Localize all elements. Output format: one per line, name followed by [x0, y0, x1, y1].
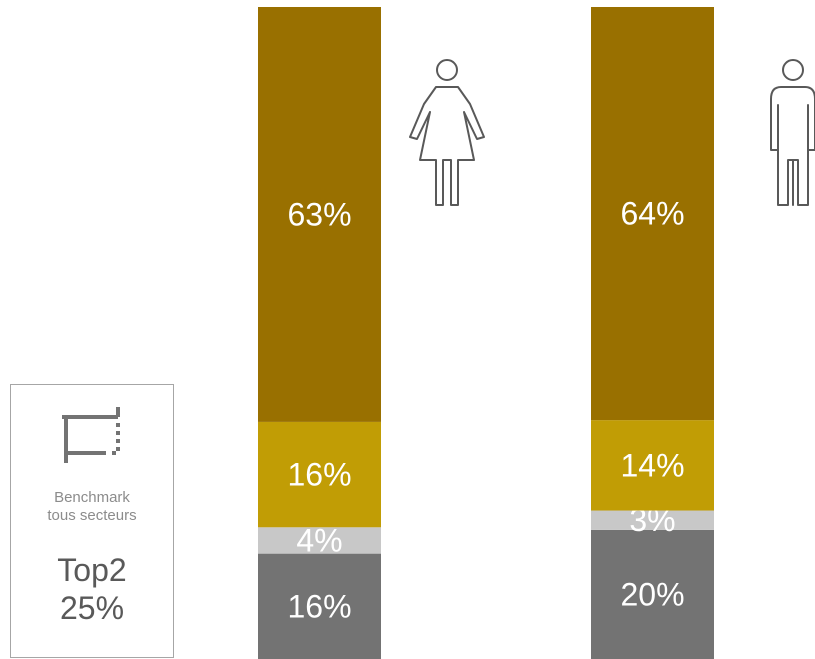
bar-segment-1-4: [258, 7, 381, 422]
male-icon: [770, 59, 815, 206]
bars-layer: 16%4%16%63%20%3%14%64%: [258, 7, 714, 659]
bar-segment-1-1: [258, 553, 381, 659]
bar-segment-2-2: [591, 510, 714, 530]
benchmark-label-line1: Benchmark: [54, 489, 130, 506]
data-label-2-1: 20%: [620, 576, 684, 612]
bar-segment-1-2: [258, 527, 381, 554]
benchmark-value-line2: 25%: [59, 590, 125, 626]
bar-segment-2-4: [591, 7, 714, 421]
benchmark-label-line2: tous secteurs: [47, 507, 137, 524]
bar-segment-1-3: [258, 421, 381, 528]
female-icon: [409, 59, 485, 206]
data-label-1-3: 16%: [287, 457, 351, 493]
benchmark-value-line1: Top2: [57, 552, 127, 588]
benchmark-box: Benchmark tous secteurs Top2 25%: [10, 384, 174, 658]
data-label-2-3: 14%: [620, 447, 684, 483]
data-label-1-4: 63%: [287, 196, 351, 232]
data-label-1-1: 16%: [287, 588, 351, 624]
crop-icon: [62, 407, 120, 463]
data-label-2-4: 64%: [620, 196, 684, 232]
bar-segment-2-3: [591, 420, 714, 511]
bar-segment-2-1: [591, 529, 714, 659]
data-label-1-2: 4%: [296, 522, 342, 558]
